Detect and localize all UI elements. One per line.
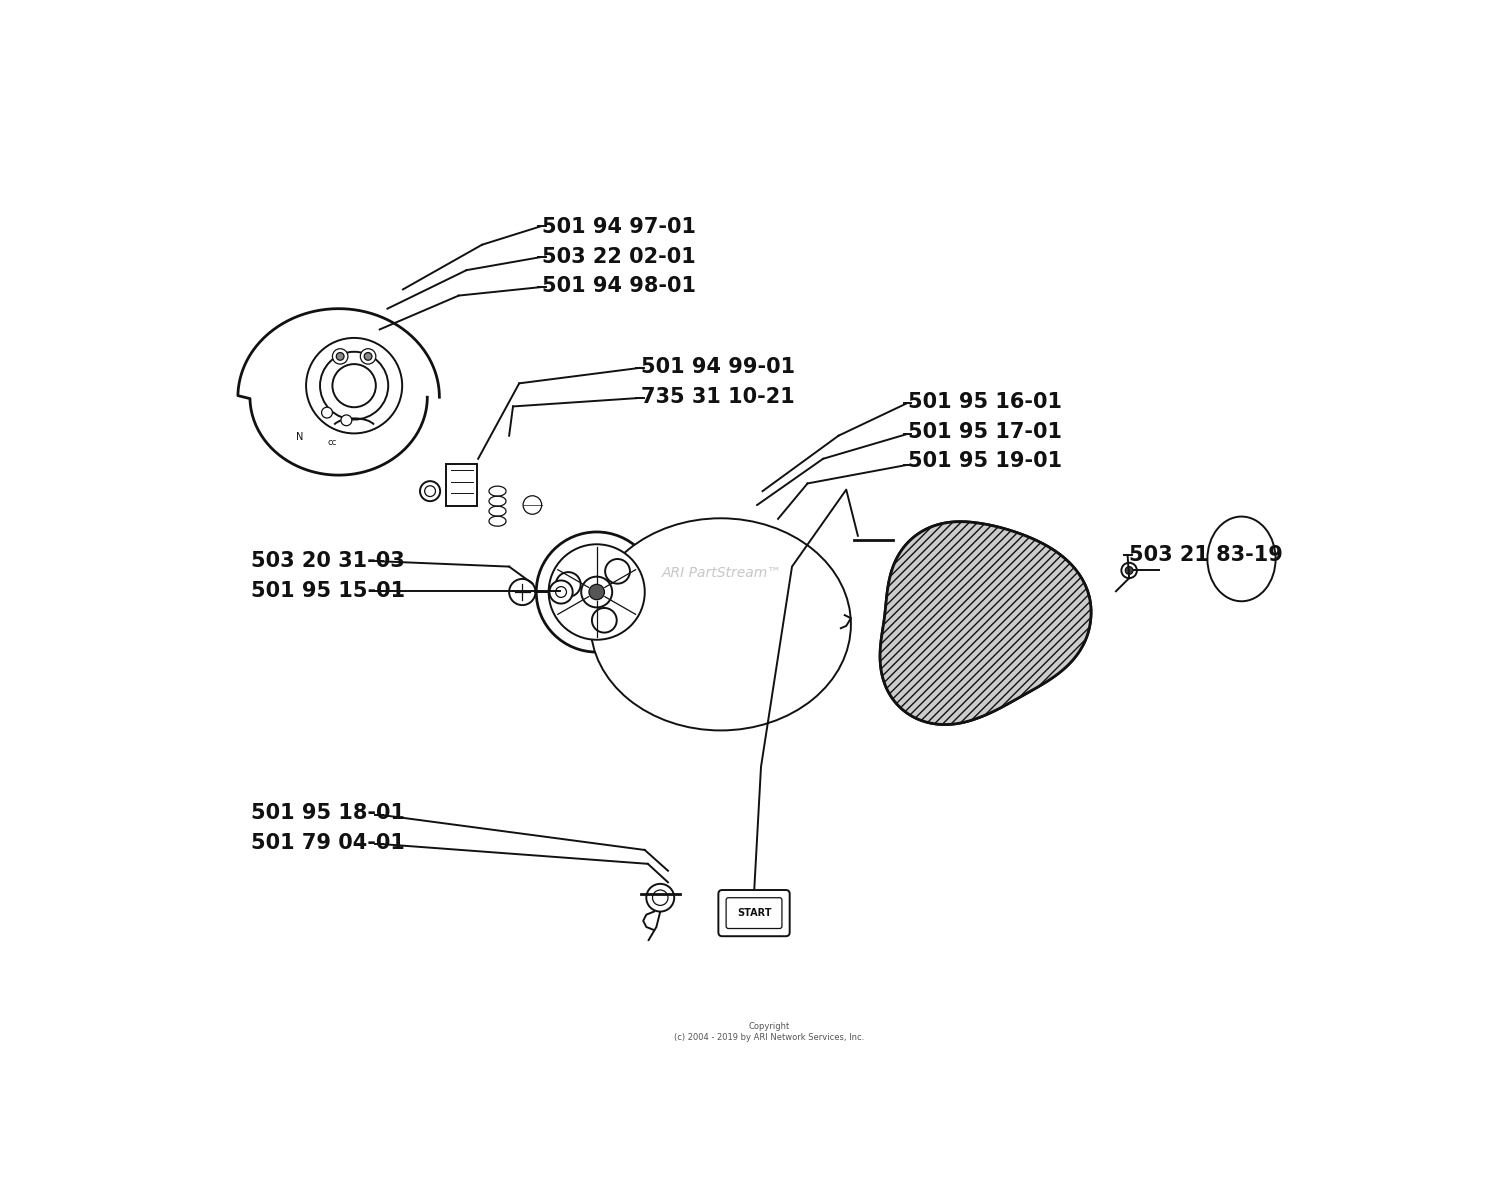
Circle shape	[333, 364, 376, 408]
Circle shape	[646, 884, 674, 911]
Text: 501 94 99-01: 501 94 99-01	[640, 357, 795, 378]
Ellipse shape	[694, 603, 747, 645]
Circle shape	[652, 890, 668, 905]
Ellipse shape	[626, 547, 816, 703]
Ellipse shape	[614, 537, 828, 711]
Polygon shape	[880, 522, 1090, 724]
Ellipse shape	[648, 566, 794, 683]
Text: START: START	[736, 908, 771, 918]
Circle shape	[549, 580, 573, 603]
Ellipse shape	[660, 576, 782, 674]
Text: 501 95 15-01: 501 95 15-01	[252, 580, 405, 601]
Circle shape	[592, 608, 616, 633]
Ellipse shape	[672, 585, 770, 664]
FancyBboxPatch shape	[726, 898, 782, 928]
Circle shape	[336, 353, 344, 360]
Circle shape	[524, 495, 542, 514]
Circle shape	[364, 353, 372, 360]
Text: 503 20 31-03: 503 20 31-03	[252, 552, 405, 571]
Text: Copyright
(c) 2004 - 2019 by ARI Network Services, Inc.: Copyright (c) 2004 - 2019 by ARI Network…	[674, 1023, 864, 1042]
Text: cc: cc	[327, 438, 336, 447]
Text: 501 95 17-01: 501 95 17-01	[908, 422, 1062, 442]
Circle shape	[604, 559, 630, 584]
Circle shape	[590, 584, 604, 600]
FancyBboxPatch shape	[447, 464, 477, 506]
Text: ARI PartStream™: ARI PartStream™	[662, 566, 783, 580]
Text: 501 94 98-01: 501 94 98-01	[542, 276, 696, 296]
Ellipse shape	[684, 594, 758, 655]
Circle shape	[1122, 562, 1137, 578]
FancyBboxPatch shape	[718, 890, 789, 936]
Circle shape	[555, 586, 567, 597]
Circle shape	[580, 577, 612, 608]
Text: 501 95 18-01: 501 95 18-01	[252, 803, 405, 824]
Text: 503 21 83-19: 503 21 83-19	[1130, 544, 1282, 565]
Text: 735 31 10-21: 735 31 10-21	[640, 387, 795, 406]
Circle shape	[306, 338, 402, 433]
Text: 501 94 97-01: 501 94 97-01	[542, 217, 696, 237]
Ellipse shape	[638, 556, 804, 693]
Circle shape	[509, 579, 536, 605]
Circle shape	[333, 349, 348, 364]
Circle shape	[320, 351, 388, 420]
Circle shape	[537, 532, 657, 652]
Text: 501 95 19-01: 501 95 19-01	[908, 452, 1062, 471]
Circle shape	[556, 572, 580, 597]
Circle shape	[420, 481, 440, 501]
Ellipse shape	[1208, 517, 1275, 601]
Circle shape	[321, 408, 333, 418]
Polygon shape	[880, 522, 1090, 724]
Polygon shape	[238, 308, 440, 475]
Text: N: N	[296, 432, 303, 441]
Circle shape	[549, 544, 645, 640]
Circle shape	[360, 349, 376, 364]
Circle shape	[1125, 567, 1132, 574]
Circle shape	[424, 486, 435, 496]
Text: 501 79 04-01: 501 79 04-01	[252, 833, 405, 852]
Text: 503 22 02-01: 503 22 02-01	[542, 247, 696, 266]
Text: 501 95 16-01: 501 95 16-01	[908, 392, 1062, 412]
Ellipse shape	[602, 528, 840, 721]
Ellipse shape	[591, 518, 850, 730]
Circle shape	[340, 415, 352, 426]
